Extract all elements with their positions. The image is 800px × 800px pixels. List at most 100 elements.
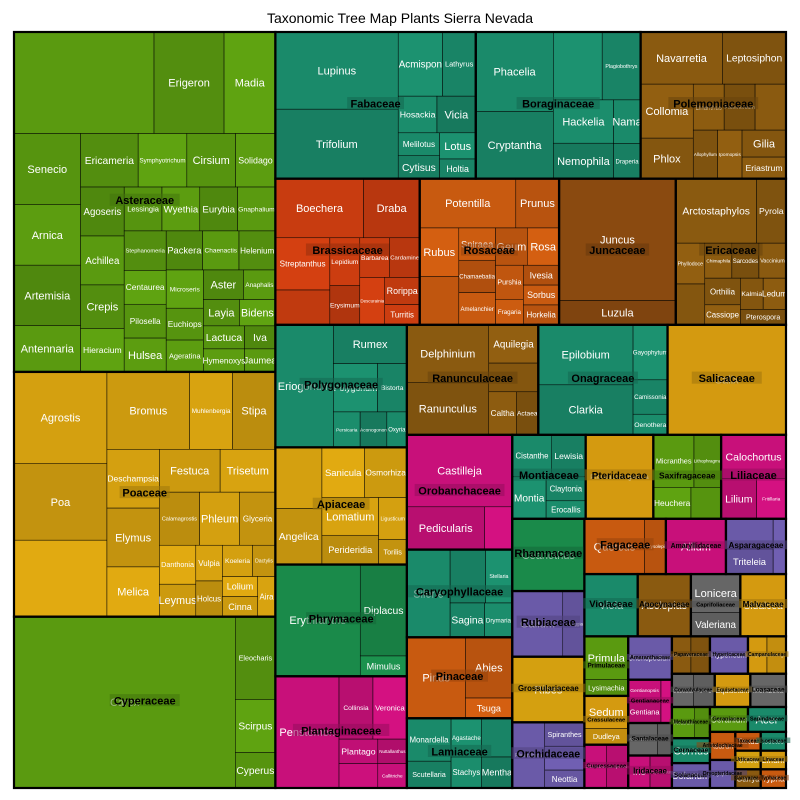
- family-sapindaceae-label-bg: [746, 715, 788, 722]
- genus-diplacus-label: Diplacus: [364, 606, 404, 617]
- family-juncaceae-label: Juncaceae: [589, 245, 645, 257]
- genus-prunus-rect: [515, 178, 560, 229]
- family-orobanchaceae-label: Orobanchaceae: [418, 485, 501, 497]
- family-asteraceae-label: Asteraceae: [115, 195, 174, 207]
- genus-arnica-rect: [13, 204, 81, 266]
- genus-torilis-label: Torilis: [384, 548, 403, 557]
- genus-trifolium-label: Trifolium: [316, 139, 358, 151]
- family-santalaceae-label: Santalaceae: [632, 736, 669, 743]
- genus-phlox-label: Phlox: [653, 153, 681, 165]
- genus-horkelia-label: Horkelia: [527, 311, 557, 320]
- family-poaceae-label-bg: [119, 486, 170, 499]
- genus-plantago-rect: [338, 738, 379, 764]
- genus-rosa-rect: [527, 227, 560, 266]
- genus-clarkia-rect: [538, 384, 634, 436]
- family-iridaceae-label-bg: [626, 765, 674, 775]
- genus-rorippa-label: Rorippa: [387, 286, 418, 296]
- family-crassulaceae-label-bg: [583, 715, 630, 723]
- genus-pyrola-label: Pyrola: [759, 206, 784, 216]
- genus-nuttallanthus-label: Nuttallanthus: [379, 749, 406, 754]
- genus-hosackia-label: Hosackia: [400, 110, 436, 120]
- genus-nama-label: Nama: [612, 117, 642, 129]
- genus-primula-rect: [584, 636, 629, 680]
- family-polygonaceae-label: Polygonaceae: [304, 379, 378, 391]
- family-campanulaceae-label-bg: [745, 651, 789, 657]
- genus-micranthes-label: Micranthes: [656, 457, 692, 466]
- genus-other-poaceae-rect: [13, 539, 108, 617]
- family-gentianaceae-label: Gentianaceae: [631, 699, 670, 705]
- genus-artemisia-label: Artemisia: [24, 290, 71, 302]
- family-apiaceae-label: Apiaceae: [317, 499, 365, 511]
- genus-vulpia-label: Vulpia: [198, 559, 220, 568]
- genus-bistorta-label: Bistorta: [381, 385, 404, 392]
- genus-amelanchier-rect: [458, 292, 496, 326]
- genus-chamaebatia-label: Chamaebatia: [459, 274, 495, 280]
- family-ericaceae-label-bg: [699, 243, 763, 256]
- family-salicaceae-label-bg: [691, 371, 762, 384]
- genus-monardella-label: Monardella: [409, 735, 449, 744]
- genus-stellaria-label: Stellaria: [489, 574, 508, 580]
- genus-plagiobothrys-label: Plagiobothrys: [605, 64, 637, 70]
- genus-deschampsia-rect: [106, 449, 160, 509]
- family-melanthiaceae-label-bg: [669, 718, 713, 725]
- family-melanthiaceae-label: Melanthiaceae: [674, 720, 708, 726]
- genus-centaurea-rect: [123, 270, 167, 305]
- genus-cistanthe-label: Cistanthe: [516, 452, 549, 461]
- genus-mentha-rect: [481, 756, 513, 789]
- genus-sarcodes-label: Sarcodes: [733, 259, 758, 265]
- genus-perideridia-label: Perideridia: [328, 545, 373, 555]
- family-pteridaceae-label-bg: [584, 469, 655, 481]
- genus-ipomopsis-rect: [717, 129, 743, 179]
- genus-stephanomeria-rect: [123, 230, 167, 271]
- genus-cirsium-rect: [186, 133, 236, 188]
- family-polemoniaceae-label: Polemoniaceae: [673, 99, 753, 111]
- family-geraniaceae-label-bg: [708, 715, 750, 722]
- genus-aquilegia-label: Aquilegia: [493, 339, 534, 350]
- family-pinaceae-label-bg: [431, 669, 488, 682]
- genus-vaccinium-rect: [758, 242, 787, 279]
- family-saxifragaceae-label-bg: [652, 470, 722, 480]
- genus-erocallis-label: Erocallis: [551, 506, 581, 515]
- family-fabaceae-label: Fabaceae: [351, 99, 401, 111]
- family-taxaceae-label: Taxaceae: [737, 738, 760, 744]
- genus-calochortus-label: Calochortus: [726, 451, 782, 463]
- genus-callitriche-label: Callitriche: [382, 773, 403, 778]
- genus-osmorhiza-label: Osmorhiza: [365, 467, 406, 477]
- genus-holtia-label: Holtia: [446, 164, 469, 174]
- genus-eurybia-rect: [199, 186, 238, 232]
- genus-cyperus-rect: [235, 752, 276, 789]
- genus-gilia-label: Gilia: [753, 138, 776, 150]
- genus-ivesia-label: Ivesia: [530, 270, 553, 280]
- family-typhaceae-label: Typhaceae: [761, 776, 787, 782]
- genus-other-boraginaceae-rect: [553, 31, 603, 101]
- family-ranunculaceae-label-bg: [427, 371, 518, 384]
- genus-descurainia-rect: [359, 277, 385, 326]
- genus-sanicula-rect: [321, 447, 365, 498]
- family-papaveraceae-label-bg: [670, 651, 712, 657]
- genus-other-brassicaceae-rect: [275, 289, 331, 326]
- genus-aira-label: Aira: [260, 592, 275, 601]
- genus-achillea-label: Achillea: [85, 256, 120, 267]
- genus-kalmia-label: Kalmia: [741, 291, 762, 298]
- genus-veronica-label: Veronica: [375, 703, 405, 712]
- genus-cinna-label: Cinna: [228, 602, 252, 612]
- genus-oxyria-label: Oxyria: [388, 428, 406, 434]
- genus-persicaria-label: Persicaria: [336, 427, 358, 433]
- genus-lepidium-label: Lepidium: [331, 259, 359, 266]
- genus-trisetum-rect: [219, 449, 276, 493]
- genus-trisetum-label: Trisetum: [227, 466, 269, 478]
- genus-helenium-label: Helenium: [240, 246, 274, 255]
- genus-pedicularis-label: Pedicularis: [419, 523, 473, 535]
- genus-cryptantha-label: Cryptantha: [488, 140, 543, 152]
- genus-juncus-rect: [558, 178, 677, 301]
- genus-fritillaria-label: Fritillaria: [762, 496, 780, 502]
- genus-rosa-label: Rosa: [530, 241, 557, 253]
- genus-symphyotrichum-label: Symphyotrichum: [139, 157, 185, 164]
- genus-crepis-rect: [80, 284, 125, 329]
- family-rhamnaceae-label-bg: [513, 546, 584, 559]
- family-lamiaceae-label: Lamiaceae: [431, 746, 487, 758]
- genus-eleocharis-label: Eleocharis: [239, 654, 273, 663]
- family-polygonaceae-label-bg: [299, 377, 383, 390]
- genus-aconogonon-label: Aconogonon: [360, 427, 387, 433]
- genus-layia-label: Layia: [208, 308, 235, 320]
